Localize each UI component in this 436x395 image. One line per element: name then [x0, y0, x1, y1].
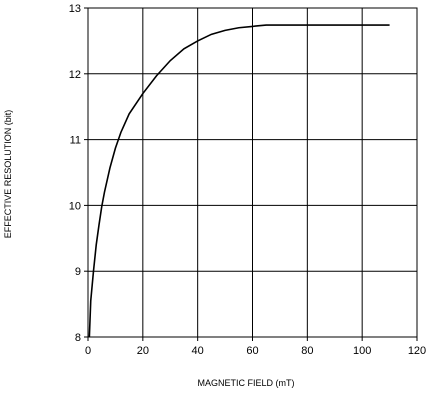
x-axis-title: MAGNETIC FIELD (mT)	[198, 378, 295, 388]
x-tick-label: 120	[408, 345, 426, 357]
y-tick-label: 10	[69, 200, 81, 212]
gridlines	[87, 7, 418, 338]
x-tick-label: 80	[301, 345, 313, 357]
y-tick-label: 11	[70, 135, 81, 147]
axis-ticks: 0 20 40 60 80 100 120 8 9 10 11 12 13	[69, 3, 426, 357]
resolution-curve	[88, 24, 390, 338]
y-tick-label: 12	[69, 69, 81, 81]
y-tick-label: 13	[69, 3, 81, 15]
y-tick-label: 8	[75, 332, 81, 344]
x-tick-label: 20	[137, 345, 149, 357]
y-axis-title: EFFECTIVE RESOLUTION (bit)	[3, 110, 13, 239]
y-tick-label: 9	[75, 266, 81, 278]
x-tick-label: 0	[85, 345, 91, 357]
x-tick-label: 100	[353, 345, 371, 357]
x-tick-label: 40	[192, 345, 204, 357]
x-tick-label: 60	[246, 345, 258, 357]
